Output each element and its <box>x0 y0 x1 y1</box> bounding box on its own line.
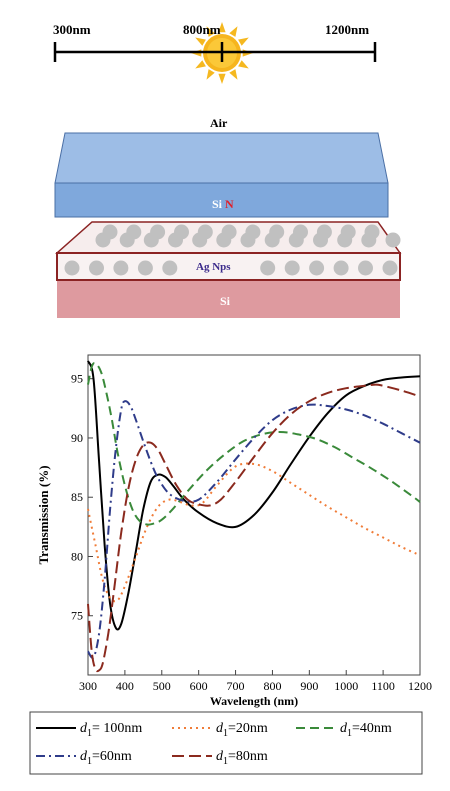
series-lines <box>87 360 421 673</box>
sun-ray <box>238 60 249 69</box>
nanoparticle <box>192 232 208 248</box>
si-label: Si <box>220 294 231 308</box>
sun-ray <box>229 69 238 80</box>
nanoparticle <box>240 232 256 248</box>
x-tick-label: 700 <box>227 679 245 693</box>
sun-ray <box>218 73 226 84</box>
nanoparticle <box>137 260 153 276</box>
nanoparticle <box>309 260 325 276</box>
x-tick-label: 600 <box>190 679 208 693</box>
legend-label-2: d1=20nm <box>216 721 268 739</box>
x-tick-label: 500 <box>153 679 171 693</box>
nanoparticle <box>361 232 377 248</box>
x-tick-label: 800 <box>263 679 281 693</box>
x-tick-label: 400 <box>116 679 134 693</box>
nanoparticle <box>284 260 300 276</box>
nanoparticle <box>382 260 398 276</box>
y-axis-label: Transmission (%) <box>36 465 51 564</box>
sun-ray <box>229 26 238 37</box>
ag-nps-layer <box>55 221 402 281</box>
nanoparticle <box>264 232 280 248</box>
y-tick-label: 90 <box>71 431 83 445</box>
nanoparticle <box>333 260 349 276</box>
x-tick-label: 300 <box>79 679 97 693</box>
layer-structure: Air Si N Ag Nps Si <box>54 116 402 318</box>
sun-ray <box>195 60 206 69</box>
nanoparticle <box>89 260 104 276</box>
nanoparticle <box>162 260 178 276</box>
sun-ray <box>206 69 215 80</box>
series-line-4 <box>87 400 421 659</box>
ag-nps-label: Ag Nps <box>196 261 231 273</box>
sun-ray <box>238 37 249 46</box>
nanoparticle <box>119 232 135 248</box>
sun-ray <box>206 26 215 37</box>
y-tick-label: 75 <box>71 609 83 623</box>
sun-ray <box>218 22 226 33</box>
legend-label-5: d1=80nm <box>216 749 268 767</box>
sun-ray <box>195 37 206 46</box>
nanoparticles <box>64 224 401 276</box>
scale-label-300: 300nm <box>53 22 91 37</box>
y-axis-ticks: 75 80 85 90 95 <box>71 372 93 623</box>
nanoparticle <box>313 232 328 248</box>
nanoparticle <box>385 232 401 248</box>
transmission-chart: 75 80 85 90 95 300 400 500 600 700 800 900 1000 1100… <box>36 354 432 708</box>
x-axis-label: Wavelength (nm) <box>210 694 298 708</box>
nanoparticle <box>358 260 373 276</box>
sin-label: Si N <box>212 197 234 211</box>
nanoparticle <box>260 260 276 276</box>
nanoparticle <box>113 260 129 276</box>
y-tick-label: 95 <box>71 372 83 386</box>
series-line-2 <box>87 462 421 603</box>
y-tick-label: 80 <box>71 549 83 563</box>
air-label: Air <box>210 116 228 130</box>
y-tick-label: 85 <box>71 490 83 504</box>
series-line-5 <box>87 383 421 673</box>
series-line-1 <box>87 360 421 631</box>
x-tick-label: 1100 <box>371 679 395 693</box>
nanoparticle <box>143 232 159 248</box>
legend: d1= 100nm d1=20nm d1=40nm d1=60nm d1=80nm <box>29 711 423 775</box>
legend-label-1: d1= 100nm <box>80 721 142 739</box>
nanoparticle <box>337 232 353 248</box>
nanoparticle <box>168 232 183 248</box>
x-tick-label: 1200 <box>408 679 432 693</box>
scale-label-800: 800nm <box>183 22 221 37</box>
nanoparticle <box>64 260 80 276</box>
nanoparticle <box>216 232 232 248</box>
series-line-3 <box>87 362 421 526</box>
legend-label-4: d1=60nm <box>80 749 132 767</box>
nanoparticle <box>288 232 304 248</box>
x-tick-label: 900 <box>300 679 318 693</box>
sin-layer <box>54 132 389 218</box>
scale-label-1200: 1200nm <box>325 22 369 37</box>
spectrum-scale: 300nm 800nm 1200nm <box>53 22 377 84</box>
x-tick-label: 1000 <box>334 679 358 693</box>
legend-box <box>29 711 423 775</box>
si-substrate <box>57 281 400 318</box>
x-axis-ticks: 300 400 500 600 700 800 900 1000 1100 1200 <box>79 670 432 693</box>
legend-label-3: d1=40nm <box>340 721 392 739</box>
nanoparticle <box>95 232 111 248</box>
